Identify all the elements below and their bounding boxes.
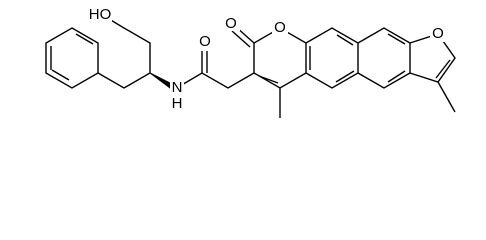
atom-label: HO (89, 6, 112, 23)
bonds (45, 15, 456, 118)
structure: HO N H O O O O (45, 6, 456, 118)
atom-label: O (432, 25, 444, 42)
atom-labels: HO N H O O O O (88, 6, 446, 112)
atom-label: O (274, 19, 286, 36)
atom-label: O (199, 33, 211, 50)
atom-label: N (172, 79, 183, 96)
atom-label: O (225, 15, 237, 32)
atom-label: H (172, 95, 183, 112)
